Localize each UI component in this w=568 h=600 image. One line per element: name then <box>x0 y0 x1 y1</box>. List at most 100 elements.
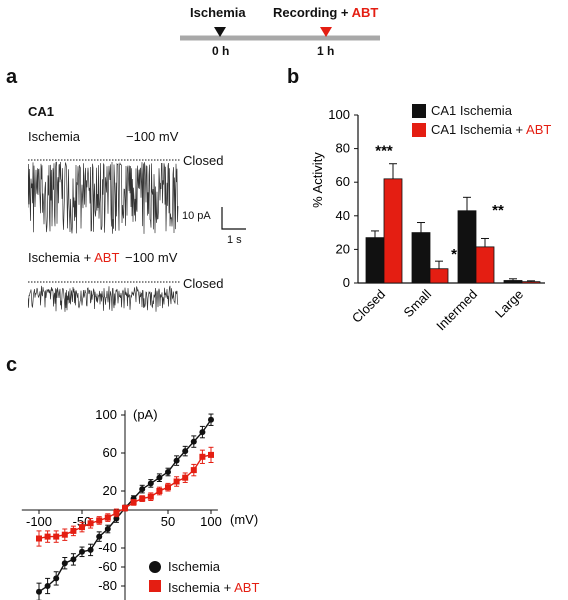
trace2-current-trace <box>28 285 179 312</box>
bar-y-tick-label: 0 <box>343 275 350 290</box>
iv-point-abt <box>70 527 77 534</box>
bar-chart: % Activity 0 20 40 60 80 100 Closed Small Interm… <box>310 107 545 334</box>
iv-point-abt <box>53 533 60 540</box>
iv-point-abt <box>130 499 137 506</box>
legend-swatch-ischemia <box>412 104 426 118</box>
legend-label-ischemia: CA1 Ischemia <box>431 103 512 118</box>
recording-marker <box>320 27 332 37</box>
significance-marker: ** <box>492 202 504 219</box>
trace1-label: Ischemia <box>28 129 81 144</box>
iv-point-ischemia <box>173 457 180 464</box>
iv-point-abt <box>173 478 180 485</box>
trace2-label-text: Ischemia + <box>28 250 95 265</box>
bar-small-ischemia <box>411 232 431 284</box>
panel-b-letter: b <box>287 66 300 88</box>
iv-point-abt <box>113 509 120 516</box>
iv-point-abt <box>199 453 206 460</box>
iv-y-tick-label: -60 <box>98 559 117 574</box>
recording-drug: ABT <box>351 5 379 20</box>
iv-point-ischemia <box>96 533 103 540</box>
iv-point-abt <box>190 467 197 474</box>
iv-y-tick-label: 20 <box>103 483 117 498</box>
bar-y-tick-label: 60 <box>336 174 350 189</box>
bar-y-axis-label: % Activity <box>310 152 325 208</box>
timeline-ischemia-label: Ischemia <box>190 5 246 20</box>
iv-point-abt <box>156 488 163 494</box>
legend-swatch-abt <box>412 123 426 137</box>
ischemia-marker <box>214 27 226 37</box>
iv-x-tick-label: 100 <box>200 514 222 529</box>
timeline-tick-0: 0 h <box>212 44 230 58</box>
trace2-voltage: −100 mV <box>125 250 178 265</box>
legend-marker-ischemia <box>149 561 161 573</box>
iv-point-abt <box>87 520 94 527</box>
iv-x-unit: (mV) <box>230 512 258 527</box>
iv-point-ischemia <box>87 546 94 553</box>
bar-y-tick-label: 20 <box>336 241 350 256</box>
iv-point-ischemia <box>79 548 85 555</box>
iv-point-ischemia <box>53 575 60 582</box>
iv-point-ischemia <box>147 480 154 487</box>
iv-point-ischemia <box>44 583 51 589</box>
timeline-tick-1: 1 h <box>317 44 335 58</box>
iv-point-ischemia <box>199 429 206 436</box>
significance-marker: *** <box>375 143 393 160</box>
iv-point-ischemia <box>165 469 171 475</box>
iv-point-abt <box>208 451 214 458</box>
iv-point-ischemia <box>208 416 214 423</box>
trace1-closed-label: Closed <box>183 153 224 168</box>
trace2-label: Ischemia + ABT <box>28 250 119 265</box>
bar-y-tick-label: 40 <box>336 208 350 223</box>
trace1-voltage: −100 mV <box>126 129 179 144</box>
iv-point-ischemia <box>104 526 111 532</box>
scale-bar-lines <box>221 207 246 230</box>
iv-x-tick-label: -100 <box>26 514 52 529</box>
bar-category-label: Intermed <box>433 287 480 334</box>
timeline-diagram <box>180 27 380 41</box>
timeline-recording-label: Recording + ABT <box>273 5 378 20</box>
bar-category-label: Large <box>492 287 526 321</box>
iv-legend-abt-text: Ischemia + <box>168 580 235 595</box>
iv-point-ischemia <box>61 560 68 567</box>
iv-legend-markers <box>149 561 161 592</box>
iv-y-tick-label: 60 <box>103 445 117 460</box>
iv-chart: (pA) (mV) -100-5050100-100-80-60-4020601… <box>21 407 258 600</box>
iv-y-tick-label: 100 <box>95 407 117 422</box>
iv-legend-ischemia: Ischemia <box>168 559 221 574</box>
iv-point-abt <box>104 514 111 521</box>
bar-intermed-ischemia <box>457 210 477 284</box>
bar-y-tick-label: 100 <box>328 107 350 122</box>
iv-y-tick-label: -40 <box>98 540 117 555</box>
recording-text: Recording + <box>273 5 352 20</box>
iv-point-ischemia <box>190 438 197 445</box>
trace1-svg <box>28 159 180 234</box>
legend-marker-abt <box>149 580 161 592</box>
iv-point-abt <box>182 474 189 481</box>
iv-y-tick-label: -80 <box>98 578 117 593</box>
iv-point-abt <box>147 493 154 500</box>
iv-point-ischemia <box>36 588 42 595</box>
bar-large-abt <box>521 281 541 284</box>
bar-closed-abt <box>383 178 403 284</box>
scale-time: 1 s <box>227 234 242 246</box>
trace1-current-trace <box>28 161 179 234</box>
significance-marker: * <box>451 246 457 263</box>
iv-point-abt <box>44 533 51 540</box>
iv-point-abt <box>36 535 42 542</box>
trace2-closed-label: Closed <box>183 276 224 291</box>
iv-point-abt <box>139 495 146 502</box>
scale-bar <box>221 207 246 230</box>
iv-point-abt <box>96 517 103 524</box>
bar-large-ischemia <box>503 280 523 284</box>
iv-point-ischemia <box>139 486 146 493</box>
iv-point-abt <box>122 505 128 512</box>
panel-a-letter: a <box>6 66 18 88</box>
bar-closed-ischemia <box>365 237 385 284</box>
iv-point-abt <box>61 531 68 538</box>
bar-category-label: Small <box>401 286 435 320</box>
trace2-label-drug: ABT <box>94 250 120 265</box>
bar-intermed-abt <box>475 246 495 284</box>
iv-x-tick-label: 50 <box>161 514 175 529</box>
legend-label-abt: CA1 Ischemia + ABT <box>431 122 551 137</box>
region-label: CA1 <box>28 104 55 119</box>
